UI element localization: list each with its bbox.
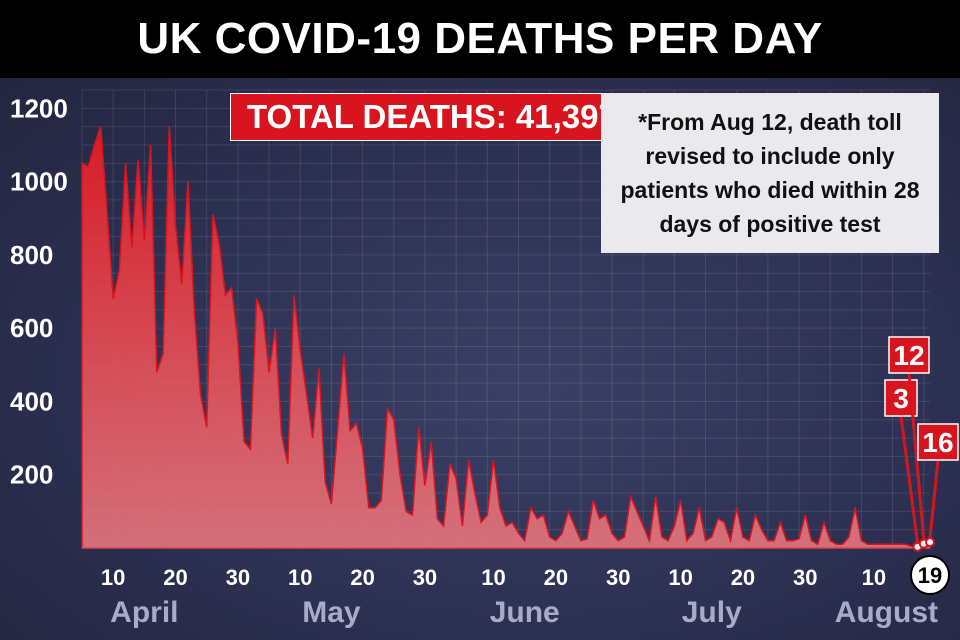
y-tick-label: 600 — [10, 313, 53, 343]
revision-note: *From Aug 12, death toll revised to incl… — [601, 93, 939, 253]
callout-point — [925, 537, 935, 548]
y-tick-label: 200 — [10, 460, 53, 490]
y-tick-label: 1200 — [10, 93, 68, 123]
month-labels: April May June July August — [110, 596, 938, 629]
x-tick-label: 10 — [288, 565, 312, 590]
month-label: August — [835, 596, 938, 629]
callouts: 3 12 16 — [884, 336, 959, 552]
y-tick-label: 800 — [10, 240, 53, 270]
x-tick-label: 30 — [793, 565, 817, 590]
callout-box — [917, 423, 959, 461]
x-tick-label: 30 — [413, 565, 437, 590]
month-label: June — [490, 596, 560, 629]
callout-12: 12 — [888, 336, 930, 549]
x-tick-label: 10 — [481, 565, 505, 590]
x-tick-label: 20 — [731, 565, 755, 590]
x-tick-label: 10 — [101, 565, 125, 590]
callout-leader — [899, 415, 920, 544]
month-label: July — [682, 596, 742, 629]
deaths-area-series-0 — [81, 126, 931, 549]
callout-16: 16 — [917, 423, 959, 548]
y-tick-label: 1000 — [10, 167, 68, 197]
chart-title: UK COVID-19 DEATHS PER DAY — [137, 14, 823, 63]
x-tick-label: 10 — [862, 565, 886, 590]
month-label: April — [110, 596, 178, 629]
x-tick-label: 20 — [544, 565, 568, 590]
x-tick-label: 30 — [226, 565, 250, 590]
x-tick-label-highlight: 19 — [918, 563, 942, 588]
callout-value: 12 — [893, 340, 924, 371]
x-axis: 10 20 30 10 20 30 10 20 30 10 20 30 10 19 — [101, 555, 950, 595]
x-tick-label: 30 — [606, 565, 630, 590]
callout-value: 16 — [922, 427, 953, 458]
callout-value: 3 — [893, 383, 909, 414]
x-tick-highlight-circle — [910, 555, 950, 595]
callout-box — [888, 336, 930, 374]
x-tick-label: 20 — [350, 565, 374, 590]
total-deaths-badge: TOTAL DEATHS: 41,397 — [230, 93, 634, 141]
y-axis: 200 400 600 800 1000 1200 — [10, 93, 68, 489]
x-tick-label: 20 — [163, 565, 187, 590]
callout-leader — [907, 372, 926, 540]
y-tick-label: 400 — [10, 386, 53, 416]
title-bar: UK COVID-19 DEATHS PER DAY — [0, 0, 960, 78]
callout-leader — [928, 459, 940, 539]
deaths-area — [81, 126, 931, 549]
month-label: May — [302, 596, 361, 629]
x-tick-label: 10 — [668, 565, 692, 590]
